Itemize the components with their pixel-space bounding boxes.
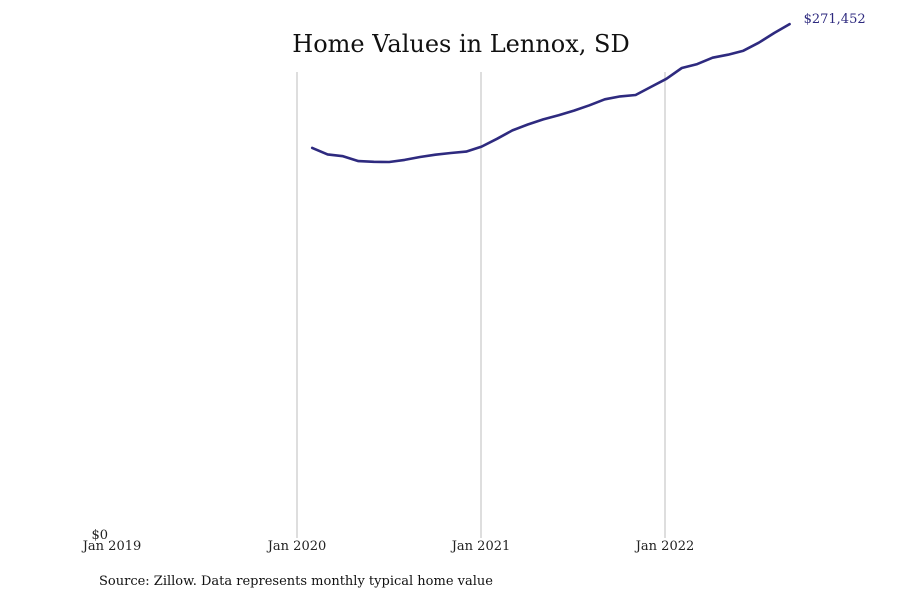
x-tick-label: Jan 2020: [266, 539, 327, 554]
source-note: Source: Zillow. Data represents monthly …: [99, 574, 493, 589]
chart-title: Home Values in Lennox, SD: [292, 30, 629, 58]
y-axis-ticks: $0: [91, 528, 108, 543]
x-tick-label: Jan 2022: [634, 539, 695, 554]
gridlines: [296, 72, 666, 538]
x-axis-ticks: Jan 2019 Jan 2020 Jan 2021 Jan 2022: [81, 539, 695, 554]
series-line: [310, 22, 791, 164]
x-tick-label: Jan 2021: [450, 539, 511, 554]
x-tick-label: Jan 2019: [81, 539, 142, 554]
y-tick-label: $0: [91, 528, 108, 543]
end-value-label: $271,452: [804, 12, 866, 27]
